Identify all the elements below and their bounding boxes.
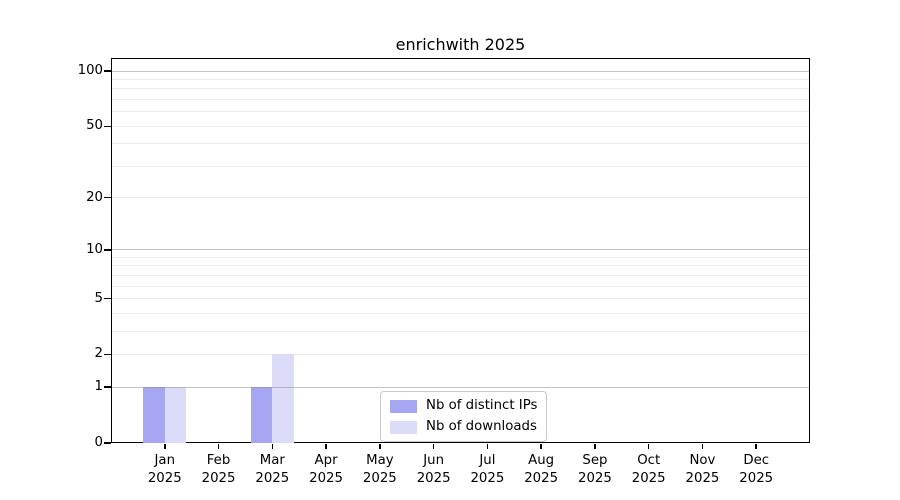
gridline-minor-8	[112, 265, 809, 267]
x-tick-label-jan: Jan 2025	[147, 453, 182, 486]
gridline-minor-60	[112, 111, 809, 113]
y-tick-5	[104, 297, 111, 300]
bar-nb-of-downloads-jan	[164, 387, 187, 443]
x-tick-label-may: May 2025	[362, 453, 397, 486]
legend-item-downloads: Nb of downloads	[390, 419, 537, 435]
gridline-minor-6	[112, 285, 809, 287]
y-tick-label-10: 10	[86, 241, 103, 257]
gridline-minor-3	[112, 330, 809, 332]
x-tick-apr	[325, 443, 327, 449]
y-tick-100	[104, 70, 111, 72]
y-tick-0	[104, 442, 111, 444]
x-tick-label-nov: Nov 2025	[685, 453, 720, 486]
legend-swatch-distinct-ips-icon	[390, 399, 417, 413]
y-tick-50	[104, 125, 111, 127]
gridline-minor-4	[112, 312, 809, 314]
x-tick-mar	[271, 443, 274, 449]
y-tick-20	[104, 196, 111, 199]
gridline-minor-20	[112, 197, 809, 199]
y-tick-label-2: 2	[94, 346, 103, 362]
legend-item-distinct-ips: Nb of distinct IPs	[390, 398, 537, 414]
y-tick-10	[104, 249, 111, 251]
x-tick-label-sep: Sep 2025	[578, 453, 612, 486]
y-tick-label-100: 100	[77, 63, 103, 79]
x-tick-feb	[217, 443, 220, 449]
y-tick-label-1: 1	[94, 379, 103, 395]
x-tick-oct	[647, 443, 650, 449]
legend-swatch-downloads-icon	[390, 420, 417, 434]
x-tick-aug	[540, 443, 542, 449]
gridline-major-1	[112, 386, 809, 388]
gridline-minor-50	[112, 125, 809, 127]
x-tick-label-mar: Mar 2025	[255, 453, 290, 486]
x-tick-may	[379, 443, 381, 449]
gridline-minor-80	[112, 88, 809, 90]
bar-nb-of-distinct-ips-mar	[250, 387, 273, 443]
gridline-minor-40	[112, 143, 809, 145]
chart-title: enrichwith 2025	[395, 35, 526, 54]
x-tick-jun	[432, 443, 435, 449]
x-tick-nov	[701, 443, 704, 449]
x-tick-label-aug: Aug 2025	[524, 453, 559, 486]
legend-label-distinct-ips: Nb of distinct IPs	[426, 398, 538, 413]
y-tick-label-0: 0	[94, 435, 103, 450]
gridline-minor-2	[112, 353, 809, 355]
y-tick-1	[104, 386, 111, 388]
gridline-minor-7	[112, 274, 809, 276]
y-tick-2	[104, 353, 111, 356]
gridline-minor-70	[112, 99, 809, 101]
y-tick-label-50: 50	[86, 118, 103, 134]
x-tick-jan	[164, 443, 166, 449]
bar-nb-of-downloads-mar	[272, 354, 294, 443]
y-tick-label-20: 20	[86, 189, 103, 205]
x-tick-label-oct: Oct 2025	[631, 453, 666, 486]
x-tick-jul	[486, 443, 489, 449]
gridline-major-10	[112, 249, 809, 251]
x-tick-label-jul: Jul 2025	[470, 453, 505, 486]
legend-label-downloads: Nb of downloads	[426, 419, 537, 434]
x-tick-label-feb: Feb 2025	[201, 453, 236, 486]
gridline-minor-90	[112, 79, 809, 81]
y-tick-label-5: 5	[94, 290, 103, 306]
x-tick-sep	[594, 443, 596, 449]
x-tick-dec	[755, 443, 757, 449]
gridline-major-100	[112, 70, 809, 72]
gridline-minor-9	[112, 257, 809, 258]
gridline-minor-5	[112, 298, 809, 300]
x-tick-label-dec: Dec 2025	[739, 453, 774, 486]
bar-nb-of-distinct-ips-jan	[143, 387, 165, 443]
legend: Nb of distinct IPs Nb of downloads	[380, 391, 548, 442]
gridline-minor-30	[112, 165, 809, 167]
x-tick-label-jun: Jun 2025	[416, 453, 451, 486]
plot-border	[110, 57, 810, 443]
x-tick-label-apr: Apr 2025	[309, 453, 343, 486]
